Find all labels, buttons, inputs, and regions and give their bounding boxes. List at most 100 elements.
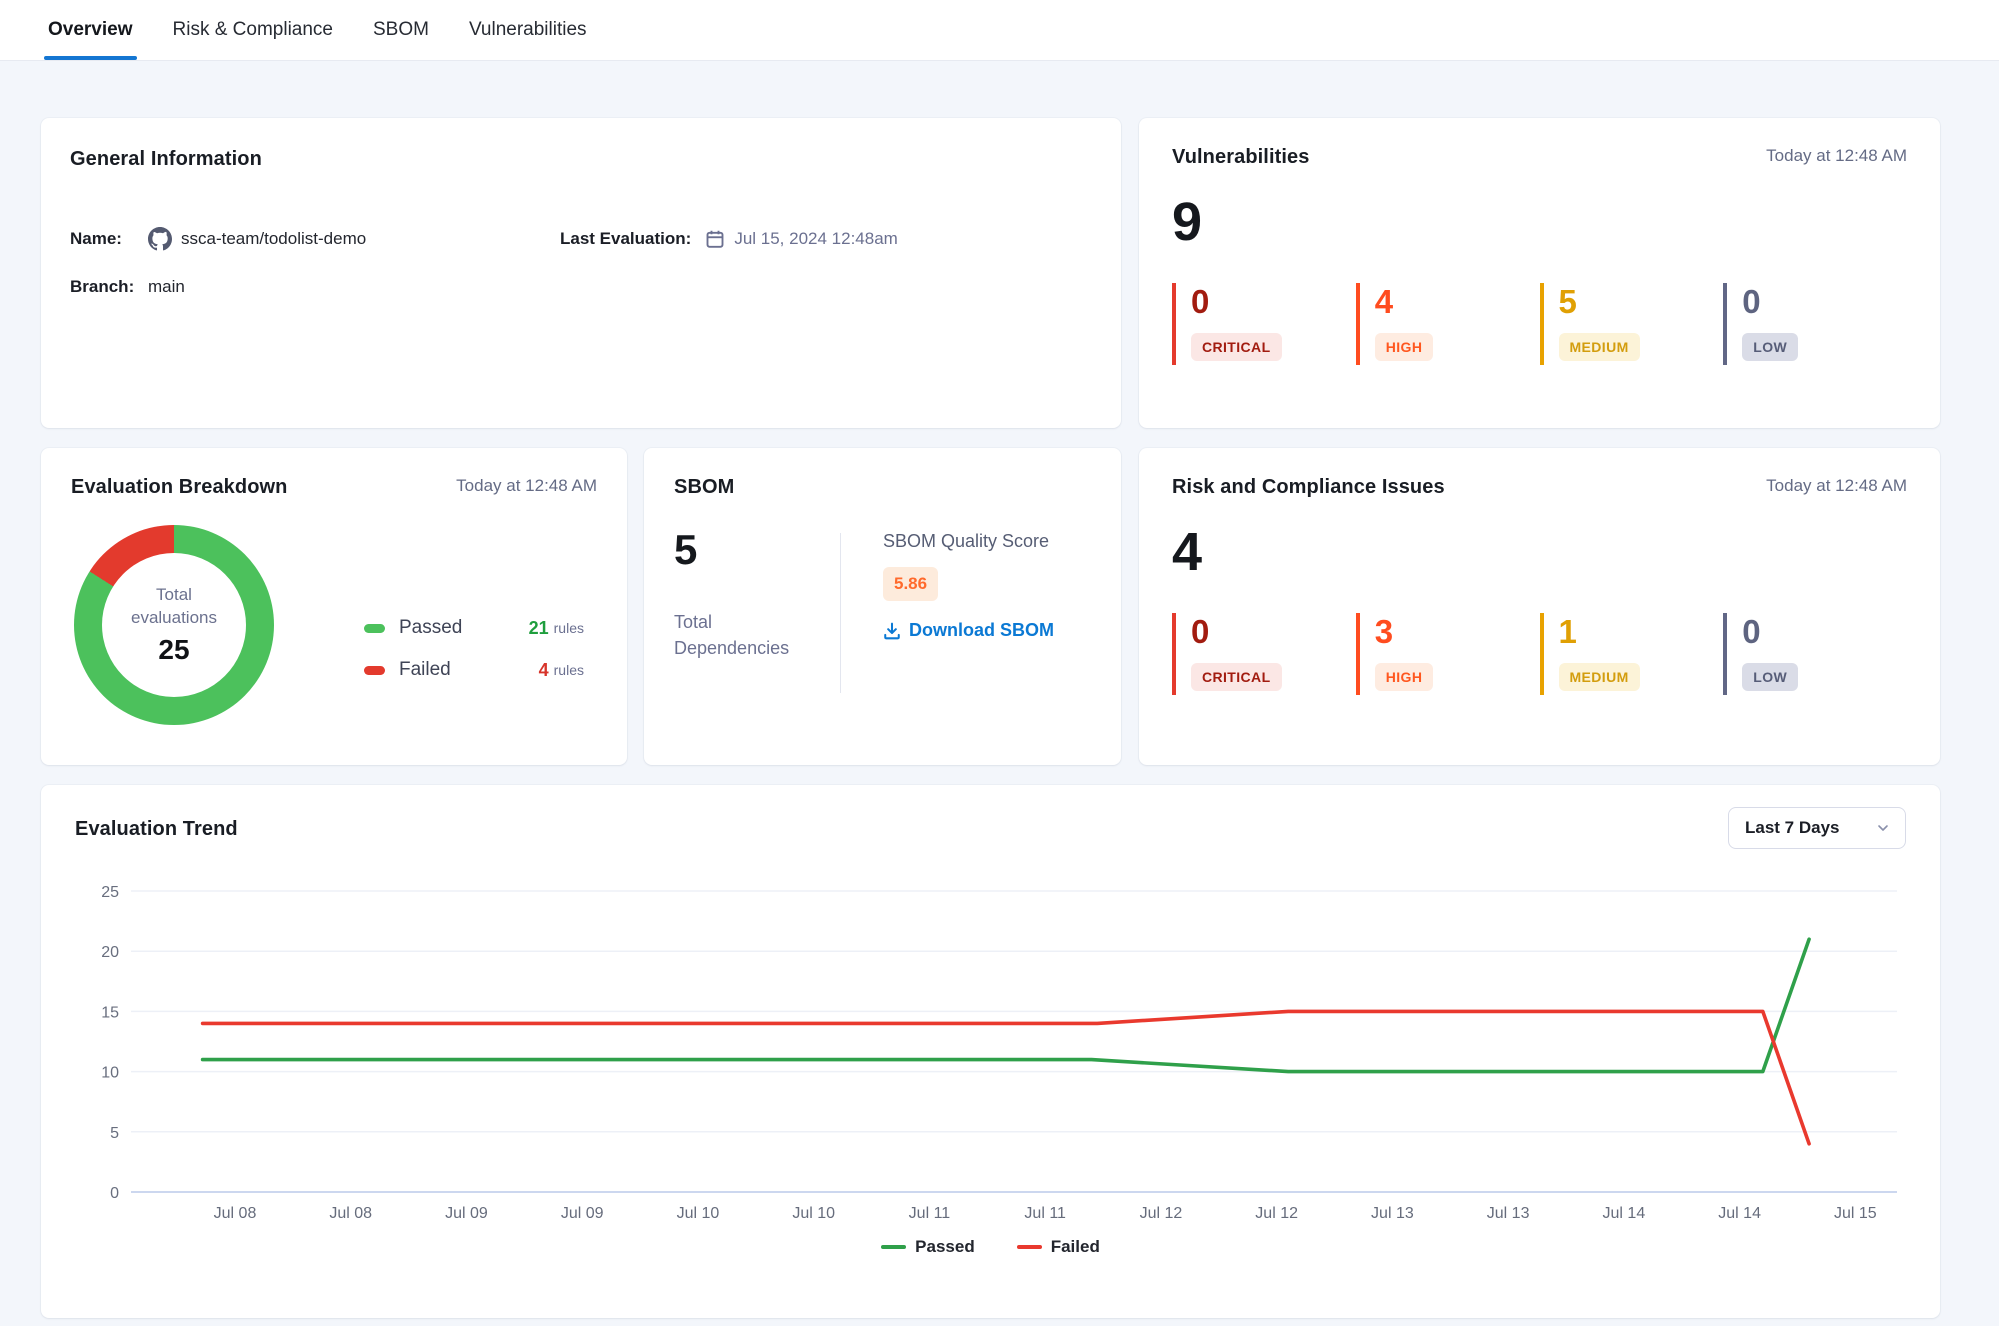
vuln-high-count: 4 xyxy=(1375,285,1540,320)
branch-value: main xyxy=(148,277,185,297)
download-icon xyxy=(883,622,901,640)
svg-text:Jul 11: Jul 11 xyxy=(909,1205,951,1222)
evaluation-trend-chart: 0 5 10 15 20 25 Jul 08 Jul 08 Jul 09 Jul 09 Jul 10… xyxy=(41,880,1940,1230)
risk-high-count: 3 xyxy=(1375,615,1540,650)
evaluation-breakdown-timestamp: Today at 12:48 AM xyxy=(456,476,597,496)
sbom-title: SBOM xyxy=(674,476,1091,499)
risk-critical-count: 0 xyxy=(1191,615,1356,650)
sbom-card: SBOM 5 Total Dependencies SBOM Quality S… xyxy=(644,448,1121,765)
svg-text:Jul 09: Jul 09 xyxy=(445,1205,488,1222)
svg-text:Jul 12: Jul 12 xyxy=(1140,1205,1183,1222)
tab-sbom[interactable]: SBOM xyxy=(373,0,429,60)
tab-risk-compliance[interactable]: Risk & Compliance xyxy=(173,0,334,60)
download-sbom-label: Download SBOM xyxy=(909,620,1054,641)
general-information-card: General Information Name: ssca-team/todo… xyxy=(41,118,1121,428)
svg-text:25: 25 xyxy=(101,884,119,901)
vulnerabilities-timestamp: Today at 12:48 AM xyxy=(1766,146,1907,166)
calendar-icon xyxy=(705,229,725,249)
critical-badge: CRITICAL xyxy=(1191,333,1282,361)
trend-failed-label: Failed xyxy=(1051,1237,1100,1257)
vulnerabilities-title: Vulnerabilities xyxy=(1172,146,1309,169)
svg-text:Jul 10: Jul 10 xyxy=(792,1205,835,1222)
risk-critical-tile: 0 CRITICAL xyxy=(1172,613,1356,695)
download-sbom-link[interactable]: Download SBOM xyxy=(883,620,1054,641)
tab-overview[interactable]: Overview xyxy=(48,0,133,60)
high-badge: HIGH xyxy=(1375,333,1434,361)
tab-vulnerabilities[interactable]: Vulnerabilities xyxy=(469,0,587,60)
risk-compliance-timestamp: Today at 12:48 AM xyxy=(1766,476,1907,496)
vuln-medium-tile: 5 MEDIUM xyxy=(1540,283,1724,365)
high-badge: HIGH xyxy=(1375,663,1434,691)
svg-text:Jul 08: Jul 08 xyxy=(214,1205,257,1222)
vuln-critical-tile: 0 CRITICAL xyxy=(1172,283,1356,365)
evaluation-breakdown-title: Evaluation Breakdown xyxy=(71,476,288,499)
trend-legend-failed[interactable]: Failed xyxy=(1017,1237,1100,1257)
trend-legend-passed[interactable]: Passed xyxy=(881,1237,975,1257)
svg-text:Jul 10: Jul 10 xyxy=(677,1205,720,1222)
name-label: Name: xyxy=(70,229,148,249)
passed-swatch-icon xyxy=(364,624,385,633)
svg-text:10: 10 xyxy=(101,1065,119,1082)
evaluation-breakdown-card: Evaluation Breakdown Today at 12:48 AM T… xyxy=(41,448,627,765)
vulnerabilities-total: 9 xyxy=(1172,195,1907,249)
trend-passed-label: Passed xyxy=(915,1237,975,1257)
risk-compliance-card: Risk and Compliance Issues Today at 12:4… xyxy=(1139,448,1940,765)
svg-text:Jul 14: Jul 14 xyxy=(1718,1205,1761,1222)
risk-compliance-title: Risk and Compliance Issues xyxy=(1172,476,1445,499)
svg-text:Jul 13: Jul 13 xyxy=(1487,1205,1530,1222)
total-dependencies-count: 5 xyxy=(674,529,840,571)
svg-text:15: 15 xyxy=(101,1004,119,1021)
vuln-critical-count: 0 xyxy=(1191,285,1356,320)
donut-center-value: 25 xyxy=(158,634,189,666)
repo-name-row: Name: ssca-team/todolist-demo xyxy=(70,227,560,251)
svg-text:Jul 12: Jul 12 xyxy=(1255,1205,1298,1222)
tab-bar: Overview Risk & Compliance SBOM Vulnerab… xyxy=(0,0,1999,61)
vuln-low-tile: 0 LOW xyxy=(1723,283,1907,365)
svg-text:Jul 08: Jul 08 xyxy=(329,1205,372,1222)
critical-badge: CRITICAL xyxy=(1191,663,1282,691)
medium-badge: MEDIUM xyxy=(1559,663,1640,691)
evaluations-donut-chart: Total evaluations 25 xyxy=(74,525,274,725)
vulnerabilities-card: Vulnerabilities Today at 12:48 AM 9 0 CR… xyxy=(1139,118,1940,428)
vuln-medium-count: 5 xyxy=(1559,285,1724,320)
legend-item-failed: Failed 4 rules xyxy=(364,659,584,681)
passed-count: 21 xyxy=(529,618,549,639)
risk-low-count: 0 xyxy=(1742,615,1907,650)
risk-medium-tile: 1 MEDIUM xyxy=(1540,613,1724,695)
vuln-low-count: 0 xyxy=(1742,285,1907,320)
donut-center-label: Total evaluations xyxy=(119,584,229,630)
medium-badge: MEDIUM xyxy=(1559,333,1640,361)
branch-row: Branch: main xyxy=(70,277,560,297)
failed-count: 4 xyxy=(539,660,549,681)
repo-name-value: ssca-team/todolist-demo xyxy=(181,229,366,249)
svg-text:Jul 13: Jul 13 xyxy=(1371,1205,1414,1222)
low-badge: LOW xyxy=(1742,333,1798,361)
failed-label: Failed xyxy=(399,659,451,681)
evaluation-trend-title: Evaluation Trend xyxy=(75,818,238,841)
low-badge: LOW xyxy=(1742,663,1798,691)
svg-text:Jul 11: Jul 11 xyxy=(1024,1205,1066,1222)
svg-text:Jul 09: Jul 09 xyxy=(561,1205,604,1222)
failed-unit: rules xyxy=(554,662,584,678)
passed-unit: rules xyxy=(554,620,584,636)
sbom-quality-score-label: SBOM Quality Score xyxy=(883,531,1054,552)
svg-text:20: 20 xyxy=(101,944,119,961)
svg-text:0: 0 xyxy=(110,1185,119,1202)
branch-label: Branch: xyxy=(70,277,148,297)
risk-low-tile: 0 LOW xyxy=(1723,613,1907,695)
time-range-dropdown[interactable]: Last 7 Days xyxy=(1728,807,1906,849)
total-dependencies-label: Total Dependencies xyxy=(674,609,804,661)
vuln-high-tile: 4 HIGH xyxy=(1356,283,1540,365)
general-information-title: General Information xyxy=(70,148,1092,171)
risk-high-tile: 3 HIGH xyxy=(1356,613,1540,695)
sbom-quality-score-value: 5.86 xyxy=(883,567,938,601)
time-range-value: Last 7 Days xyxy=(1745,818,1840,838)
svg-text:Jul 15: Jul 15 xyxy=(1834,1205,1877,1222)
svg-text:5: 5 xyxy=(110,1125,119,1142)
svg-text:Jul 14: Jul 14 xyxy=(1603,1205,1646,1222)
last-evaluation-row: Last Evaluation: Jul 15, 2024 12:48am xyxy=(560,227,1092,251)
risk-compliance-total: 4 xyxy=(1172,525,1907,579)
trend-legend: Passed Failed xyxy=(41,1237,1940,1257)
passed-line-swatch-icon xyxy=(881,1245,906,1249)
github-icon xyxy=(148,227,172,251)
